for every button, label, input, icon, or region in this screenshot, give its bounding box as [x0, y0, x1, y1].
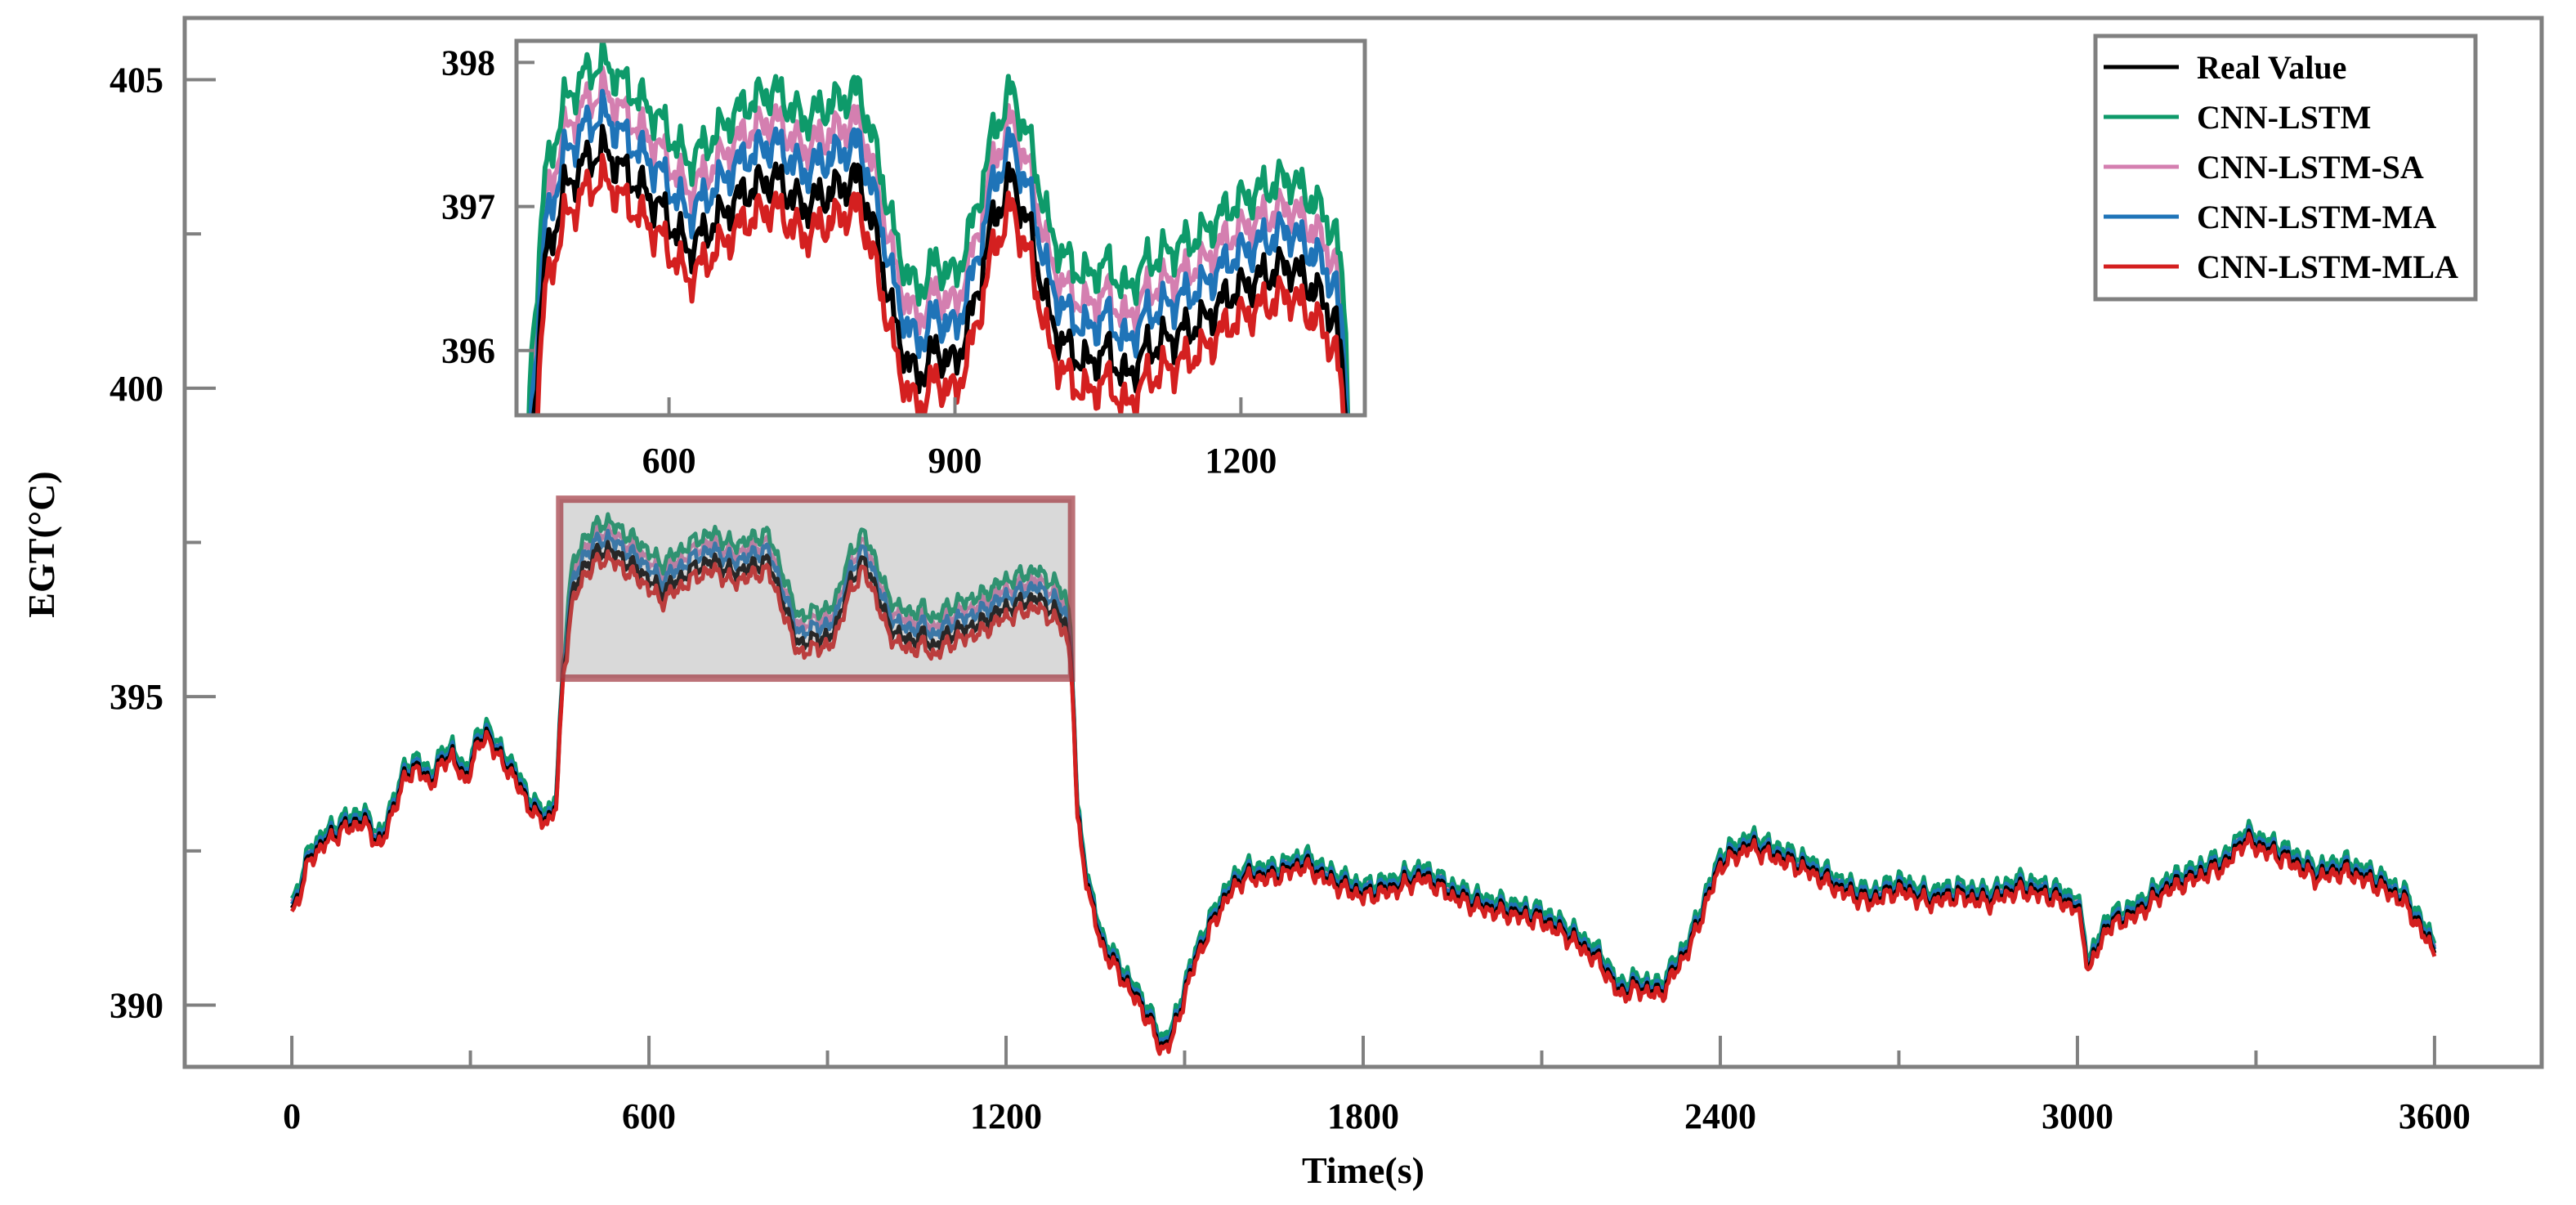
legend-label: Real Value	[2197, 49, 2346, 86]
x-tick-label: 1200	[970, 1096, 1042, 1136]
inset-series-line	[527, 65, 1350, 415]
inset-x-tick-label: 900	[928, 441, 982, 481]
legend-label: CNN-LSTM-SA	[2197, 149, 2424, 186]
inset-series-lines	[526, 41, 1351, 415]
x-tick-label: 600	[622, 1096, 676, 1136]
main-plot-area: 0 600 1200 1800 2400 3000 3600 390 395 400 405	[110, 16, 2544, 1136]
inset-series-line	[531, 123, 1348, 415]
inset-x-tick-label: 600	[642, 441, 696, 481]
x-axis-title: Time(s)	[1302, 1149, 1424, 1191]
zoom-region-box	[556, 495, 1076, 683]
x-tick-label: 1800	[1327, 1096, 1399, 1136]
x-tick-label: 0	[283, 1096, 301, 1136]
main-axis-ticks: 0 600 1200 1800 2400 3000 3600 390 395 400 405	[110, 60, 2471, 1136]
y-axis-title: EGT(°C)	[20, 471, 62, 617]
inset-y-tick-label: 396	[441, 331, 495, 371]
legend-label: CNN-LSTM-MA	[2197, 199, 2436, 235]
y-tick-label: 390	[110, 986, 163, 1026]
inset-y-tick-label: 397	[441, 187, 495, 227]
y-tick-label: 395	[110, 677, 163, 717]
x-tick-label: 3000	[2042, 1096, 2113, 1136]
x-tick-label: 3600	[2399, 1096, 2471, 1136]
inset-axis-ticks: 600 900 1200 396 397 398	[441, 43, 1277, 481]
main-series-lines	[290, 512, 2437, 1056]
y-tick-label: 405	[110, 60, 163, 100]
inset-y-tick-label: 398	[441, 43, 495, 83]
inset-series-line	[528, 88, 1349, 415]
inset-series-line	[534, 153, 1346, 415]
inset-plot-frame	[514, 38, 1367, 418]
inset-plot-area: 600 900 1200 396 397 398	[441, 38, 1367, 481]
legend-label: CNN-LSTM-MLA	[2197, 249, 2458, 285]
series-line	[290, 549, 2437, 1056]
inset-x-tick-label: 1200	[1205, 441, 1277, 481]
y-tick-label: 400	[110, 369, 163, 409]
legend: Real Value CNN-LSTM CNN-LSTM-SA CNN-LSTM-MA…	[2093, 34, 2478, 302]
x-tick-label: 2400	[1684, 1096, 1756, 1136]
inset-series-line	[526, 41, 1351, 415]
legend-label: CNN-LSTM	[2197, 99, 2371, 136]
